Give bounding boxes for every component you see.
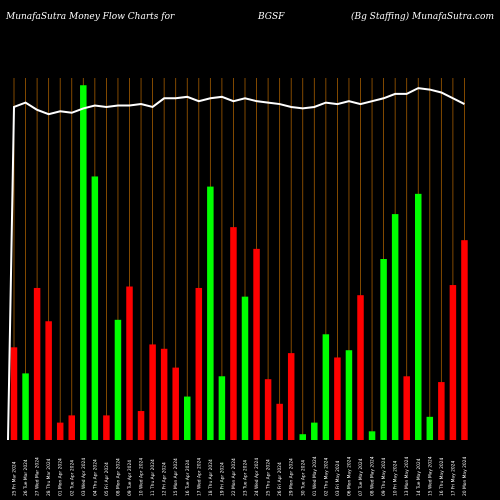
- x-tick-label: 15 Mon Apr 2024: [173, 458, 179, 496]
- money-flow-bar: [56, 422, 64, 440]
- money-flow-bar: [322, 334, 330, 440]
- x-tick-label: 16 Tue Apr 2024: [185, 460, 191, 496]
- x-tick-label: 05 Fri Apr 2024: [104, 462, 110, 496]
- x-tick-label: 20 Mon May 2024: [462, 457, 468, 496]
- money-flow-bar: [149, 344, 156, 440]
- x-tick-label: 28 Thu Mar 2024: [46, 458, 52, 496]
- x-tick-label: 10 Fri May 2024: [393, 461, 399, 496]
- money-flow-bar: [253, 248, 260, 440]
- x-tick-label: 24 Wed Apr 2024: [254, 458, 260, 496]
- money-flow-bar: [10, 347, 18, 440]
- money-flow-bar: [299, 434, 306, 440]
- money-flow-bar: [438, 382, 445, 440]
- x-tick-label: 06 Mon May 2024: [346, 457, 352, 496]
- x-tick-label: 17 Fri May 2024: [450, 461, 456, 496]
- money-flow-bar: [241, 296, 249, 440]
- money-flow-bar: [415, 193, 422, 440]
- money-flow-bar: [403, 376, 410, 440]
- x-tick-label: 02 Thu May 2024: [323, 458, 329, 496]
- x-tick-label: 03 Wed Apr 2024: [81, 458, 87, 496]
- money-flow-bar: [184, 396, 191, 440]
- x-tick-label: 01 Mon Apr 2024: [58, 458, 64, 496]
- x-tick-label: 23 Tue Apr 2024: [243, 460, 249, 496]
- money-flow-bar: [114, 319, 122, 440]
- x-tick-label: 25 Thu Apr 2024: [266, 459, 272, 496]
- x-tick-label: 08 Wed May 2024: [370, 456, 376, 496]
- x-tick-label: 18 Thu Apr 2024: [208, 459, 214, 496]
- x-tick-label: 22 Mon Apr 2024: [231, 458, 237, 496]
- money-flow-bar: [230, 227, 237, 440]
- x-tick-label: 01 Wed May 2024: [312, 456, 318, 496]
- money-flow-bar: [449, 285, 457, 440]
- money-flow-bar: [160, 348, 168, 440]
- money-flow-bar: [334, 357, 341, 440]
- money-flow-bar: [137, 411, 145, 440]
- money-flow-bar: [311, 422, 318, 440]
- x-tick-label: 09 Thu May 2024: [381, 458, 387, 496]
- money-flow-bar: [276, 403, 283, 440]
- x-tick-label: 03 Fri May 2024: [335, 461, 341, 496]
- money-flow-bar: [391, 214, 399, 440]
- x-tick-label: 15 Wed May 2024: [427, 456, 433, 496]
- x-tick-label: 25 Fri Mar 2024: [12, 461, 18, 496]
- money-flow-bar: [68, 415, 75, 440]
- x-tick-label: 08 Mon Apr 2024: [115, 458, 121, 496]
- money-flow-bar: [195, 287, 203, 440]
- x-tick-label: 13 Mon May 2024: [404, 457, 410, 496]
- money-flow-bar: [287, 353, 295, 440]
- money-flow-bar: [126, 286, 133, 440]
- money-flow-bar: [368, 431, 376, 440]
- money-flow-bar: [357, 295, 364, 440]
- x-tick-label: 19 Fri Apr 2024: [219, 462, 225, 496]
- money-flow-bar: [264, 379, 272, 440]
- money-flow-bar: [33, 287, 41, 440]
- x-tick-label: 02 Tue Apr 2024: [69, 460, 75, 496]
- money-flow-bar: [426, 416, 434, 440]
- header-ticker: BGSF: [258, 12, 285, 22]
- money-flow-bar: [207, 186, 214, 440]
- money-flow-bar: [22, 373, 29, 440]
- x-tick-label: 29 Mon Apr 2024: [289, 458, 295, 496]
- x-tick-label: 04 Thu Apr 2024: [92, 459, 98, 496]
- x-tick-label: 26 Fri Apr 2024: [277, 462, 283, 496]
- x-tick-label: 12 Fri Apr 2024: [162, 462, 168, 496]
- money-flow-bar: [345, 350, 353, 440]
- x-tick-label: 09 Tue Apr 2024: [127, 460, 133, 496]
- money-flow-bar: [91, 176, 99, 441]
- money-flow-bar: [172, 367, 179, 440]
- x-tick-label: 26 Tue Mar 2024: [23, 459, 29, 496]
- money-flow-bar: [461, 240, 468, 440]
- header-right-text: (Bg Staffing) MunafaSutra.com: [350, 12, 494, 22]
- x-tick-label: 27 Wed Mar 2024: [35, 457, 41, 496]
- money-flow-bar: [380, 259, 387, 440]
- x-tick-label: 07 Tue May 2024: [358, 458, 364, 496]
- x-tick-label: 16 Thu May 2024: [439, 458, 445, 496]
- header-left-text: MunafaSutra Money Flow Charts for: [6, 12, 175, 22]
- money-flow-bar: [45, 321, 52, 440]
- x-tick-label: 17 Wed Apr 2024: [196, 458, 202, 496]
- x-tick-label: 11 Thu Apr 2024: [150, 459, 156, 496]
- x-tick-label: 14 Tue May 2024: [416, 458, 422, 496]
- money-flow-bar: [80, 85, 87, 441]
- money-flow-bar: [218, 376, 226, 440]
- money-flow-bar: [103, 415, 110, 440]
- price-line: [7, 87, 465, 441]
- x-tick-label: 10 Wed Apr 2024: [139, 458, 145, 496]
- x-tick-label: 30 Tue Apr 2024: [300, 460, 306, 496]
